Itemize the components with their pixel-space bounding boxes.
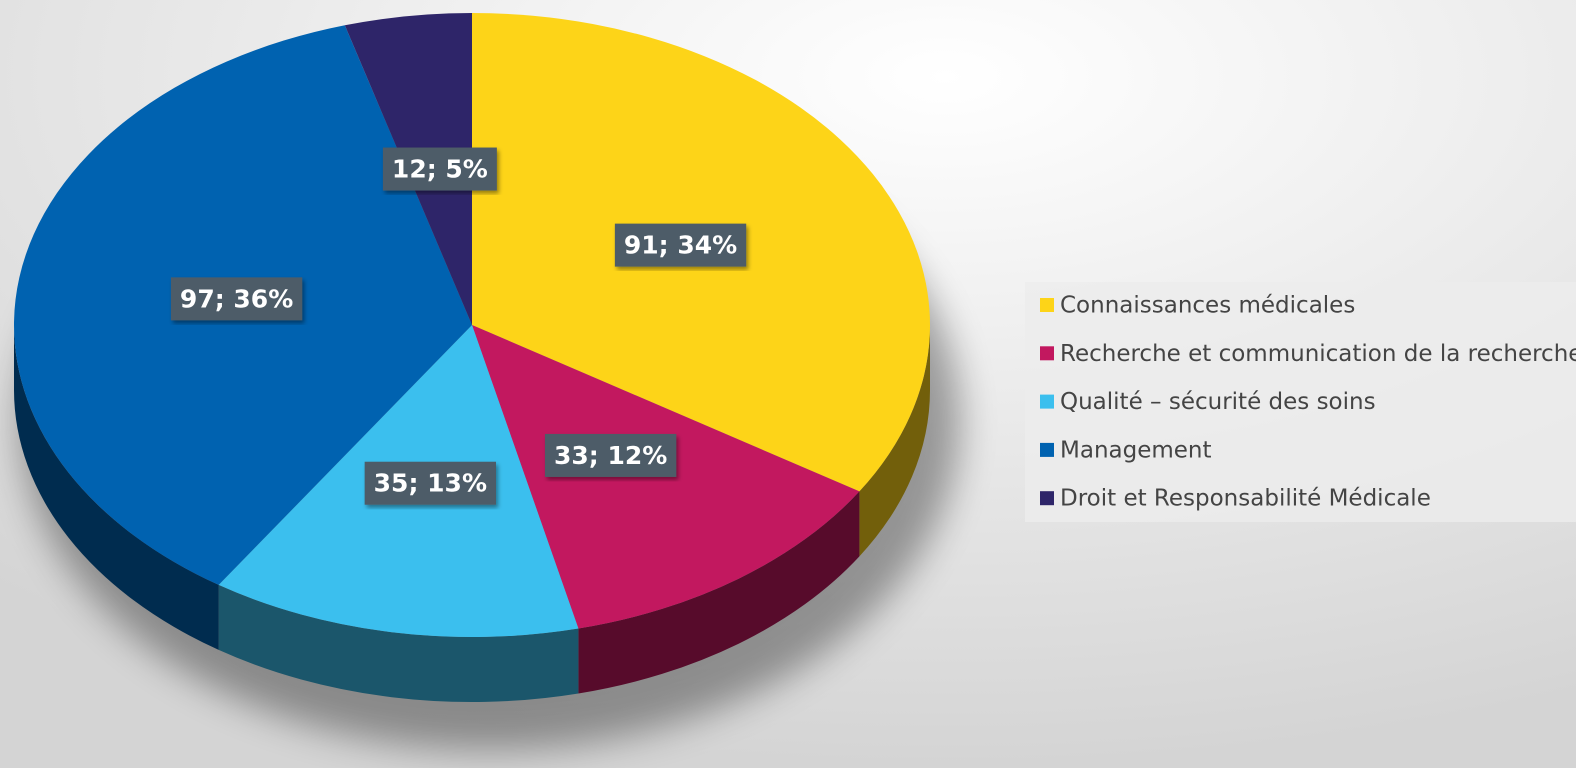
data-label-box	[170, 277, 303, 321]
legend-label: Droit et Responsabilité Médicale	[1060, 486, 1431, 512]
legend-swatch	[1040, 491, 1054, 506]
data-label: 97; 36%	[180, 284, 293, 313]
data-label-box	[364, 461, 497, 505]
slice-side	[859, 325, 930, 557]
data-label: 91; 34%	[624, 231, 737, 260]
data-label: 35; 13%	[374, 469, 487, 498]
legend-swatch	[1040, 394, 1054, 409]
slice-side	[14, 325, 219, 650]
slice-side	[218, 584, 579, 703]
data-label-box	[382, 147, 497, 191]
legend-swatch	[1040, 346, 1054, 361]
legend-box	[1025, 282, 1576, 522]
legend-label: Connaissances médicales	[1060, 293, 1355, 319]
data-label-box	[544, 433, 677, 477]
legend-swatch	[1040, 298, 1054, 312]
data-label: 12; 5%	[392, 155, 488, 184]
legend-swatch	[1040, 442, 1054, 457]
legend-label: Management	[1060, 437, 1212, 463]
legend-label: Qualité – sécurité des soins	[1060, 389, 1376, 415]
legend-label: Recherche et communication de la recherc…	[1060, 341, 1576, 367]
data-label: 33; 12%	[554, 441, 667, 470]
slice-side	[578, 491, 860, 694]
data-label-box	[614, 223, 747, 267]
